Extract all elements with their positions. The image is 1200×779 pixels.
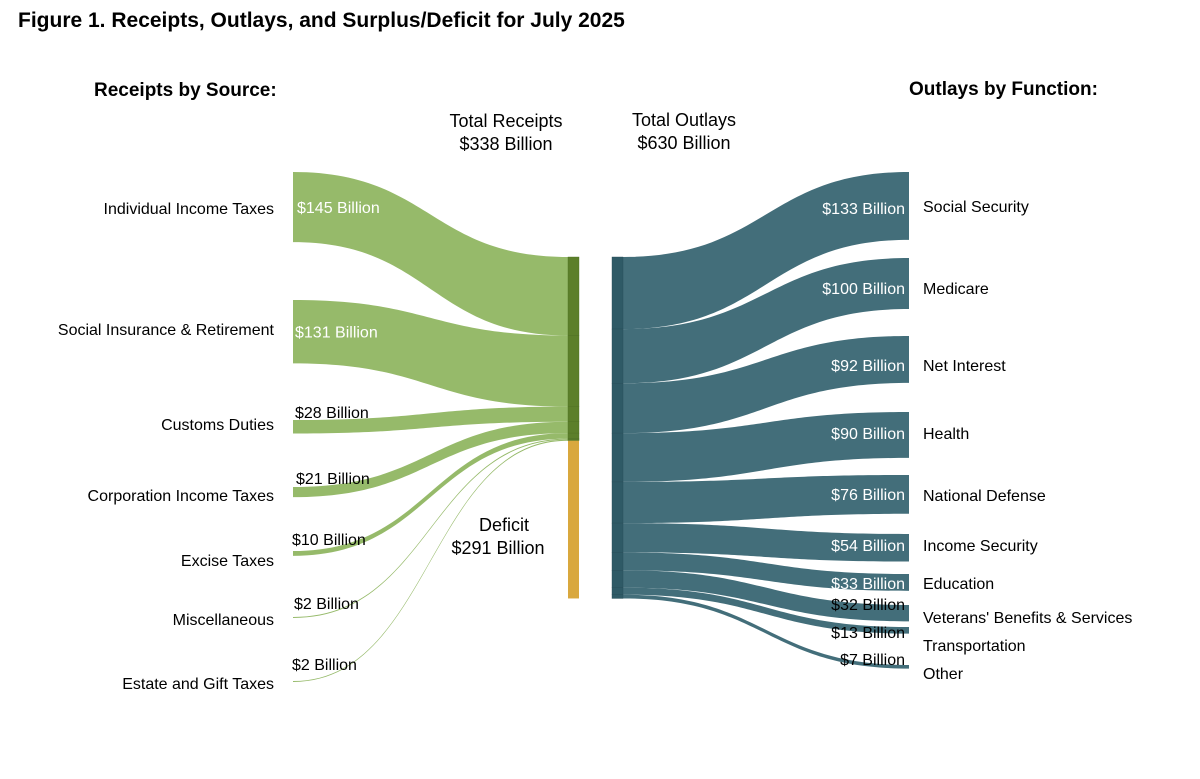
outlay-category-income-security: Income Security bbox=[923, 538, 1038, 555]
outlay-flow-health bbox=[623, 412, 909, 482]
outlay-flow-other bbox=[623, 594, 909, 669]
deficit-node bbox=[568, 440, 579, 599]
receipt-category-social-insurance-retirement: Social Insurance & Retirement bbox=[58, 322, 275, 339]
outlay-value-education: $33 Billion bbox=[831, 576, 905, 593]
outlay-value-other: $7 Billion bbox=[840, 652, 905, 669]
outlay-flows bbox=[623, 172, 909, 669]
outlays-node-segment-income-security bbox=[611, 522, 624, 553]
outlay-category-education: Education bbox=[923, 576, 994, 593]
deficit-value: $291 Billion bbox=[451, 538, 544, 558]
outlay-value-net-interest: $92 Billion bbox=[831, 358, 905, 375]
outlays-node-segment-health bbox=[611, 432, 624, 483]
receipt-category-corporation-income-taxes: Corporation Income Taxes bbox=[88, 488, 274, 505]
outlay-category-social-security: Social Security bbox=[923, 199, 1029, 216]
total-outlays-value: $630 Billion bbox=[637, 133, 730, 153]
total-receipts-label: Total Receipts bbox=[449, 111, 562, 131]
receipt-value-corporation-income-taxes: $21 Billion bbox=[296, 471, 370, 488]
outlay-flow-transportation bbox=[623, 587, 909, 634]
receipts-heading: Receipts by Source: bbox=[94, 80, 277, 101]
outlay-flow-national-defense bbox=[623, 475, 909, 524]
receipts-node-segment-estate-and-gift-taxes bbox=[567, 439, 580, 441]
receipt-category-individual-income-taxes: Individual Income Taxes bbox=[104, 201, 274, 218]
outlays-node-segment-other bbox=[611, 594, 624, 599]
receipt-category-miscellaneous: Miscellaneous bbox=[173, 612, 274, 629]
receipt-flow-excise-taxes bbox=[293, 433, 568, 556]
total-receipts-value: $338 Billion bbox=[459, 134, 552, 154]
receipts-node-segment-excise-taxes bbox=[567, 432, 580, 439]
receipt-value-estate-and-gift-taxes: $2 Billion bbox=[292, 657, 357, 674]
outlay-flow-income-security bbox=[623, 523, 909, 562]
outlay-flow-social-security bbox=[623, 172, 909, 330]
chart-title: Figure 1. Receipts, Outlays, and Surplus… bbox=[18, 9, 625, 32]
receipt-flow-social-insurance-retirement bbox=[293, 300, 568, 407]
outlay-value-income-security: $54 Billion bbox=[831, 538, 905, 555]
outlay-flow-education bbox=[623, 552, 909, 591]
receipt-value-miscellaneous: $2 Billion bbox=[294, 596, 359, 613]
outlay-category-national-defense: National Defense bbox=[923, 488, 1046, 505]
outlays-node-segment-net-interest bbox=[611, 383, 624, 434]
receipt-category-excise-taxes: Excise Taxes bbox=[181, 553, 274, 570]
outlay-value-veterans-benefits-services: $32 Billion bbox=[831, 597, 905, 614]
receipt-flows bbox=[293, 172, 568, 682]
receipts-node-segment-individual-income-taxes bbox=[567, 256, 580, 336]
outlay-category-health: Health bbox=[923, 426, 969, 443]
outlay-value-health: $90 Billion bbox=[831, 426, 905, 443]
outlays-node-segment-transportation bbox=[611, 587, 624, 595]
receipt-flow-corporation-income-taxes bbox=[293, 421, 568, 498]
deficit-label: Deficit bbox=[479, 515, 529, 535]
outlay-flow-medicare bbox=[623, 258, 909, 384]
receipt-value-customs-duties: $28 Billion bbox=[295, 405, 369, 422]
outlay-category-other: Other bbox=[923, 666, 964, 683]
receipts-node-segment-customs-duties bbox=[567, 406, 580, 422]
outlay-value-national-defense: $76 Billion bbox=[831, 487, 905, 504]
center-nodes bbox=[567, 256, 624, 599]
outlays-heading: Outlays by Function: bbox=[909, 79, 1098, 100]
receipt-category-customs-duties: Customs Duties bbox=[161, 417, 274, 434]
outlay-flow-net-interest bbox=[623, 336, 909, 434]
outlay-category-transportation: Transportation bbox=[923, 638, 1026, 655]
outlay-category-veterans-benefits-services: Veterans' Benefits & Services bbox=[923, 610, 1132, 627]
outlay-value-social-security: $133 Billion bbox=[822, 201, 905, 218]
receipt-flow-individual-income-taxes bbox=[293, 172, 568, 336]
receipt-flow-estate-and-gift-taxes bbox=[293, 439, 568, 682]
outlay-category-medicare: Medicare bbox=[923, 281, 989, 298]
outlay-category-net-interest: Net Interest bbox=[923, 358, 1006, 375]
receipt-category-estate-and-gift-taxes: Estate and Gift Taxes bbox=[122, 676, 274, 693]
outlay-flow-veterans-benefits-services bbox=[623, 570, 909, 622]
outlays-node-segment-education bbox=[611, 552, 624, 571]
receipts-node-segment-social-insurance-retirement bbox=[567, 335, 580, 407]
receipt-flow-miscellaneous bbox=[293, 438, 568, 618]
receipt-flow-customs-duties bbox=[293, 406, 568, 434]
outlay-value-medicare: $100 Billion bbox=[822, 281, 905, 298]
outlays-node-segment-medicare bbox=[611, 328, 624, 384]
receipts-node-segment-corporation-income-taxes bbox=[567, 421, 580, 434]
outlays-node-segment-social-security bbox=[611, 256, 624, 330]
receipt-value-social-insurance-retirement: $131 Billion bbox=[295, 325, 378, 342]
flow-labels: Individual Income Taxes $145 Billion Socia… bbox=[58, 199, 1133, 693]
receipt-value-excise-taxes: $10 Billion bbox=[292, 532, 366, 549]
total-outlays-label: Total Outlays bbox=[632, 110, 736, 130]
receipt-value-individual-income-taxes: $145 Billion bbox=[297, 200, 380, 217]
outlays-node-segment-veterans-benefits-services bbox=[611, 570, 624, 588]
outlay-value-transportation: $13 Billion bbox=[831, 625, 905, 642]
outlays-node-segment-national-defense bbox=[611, 481, 624, 524]
